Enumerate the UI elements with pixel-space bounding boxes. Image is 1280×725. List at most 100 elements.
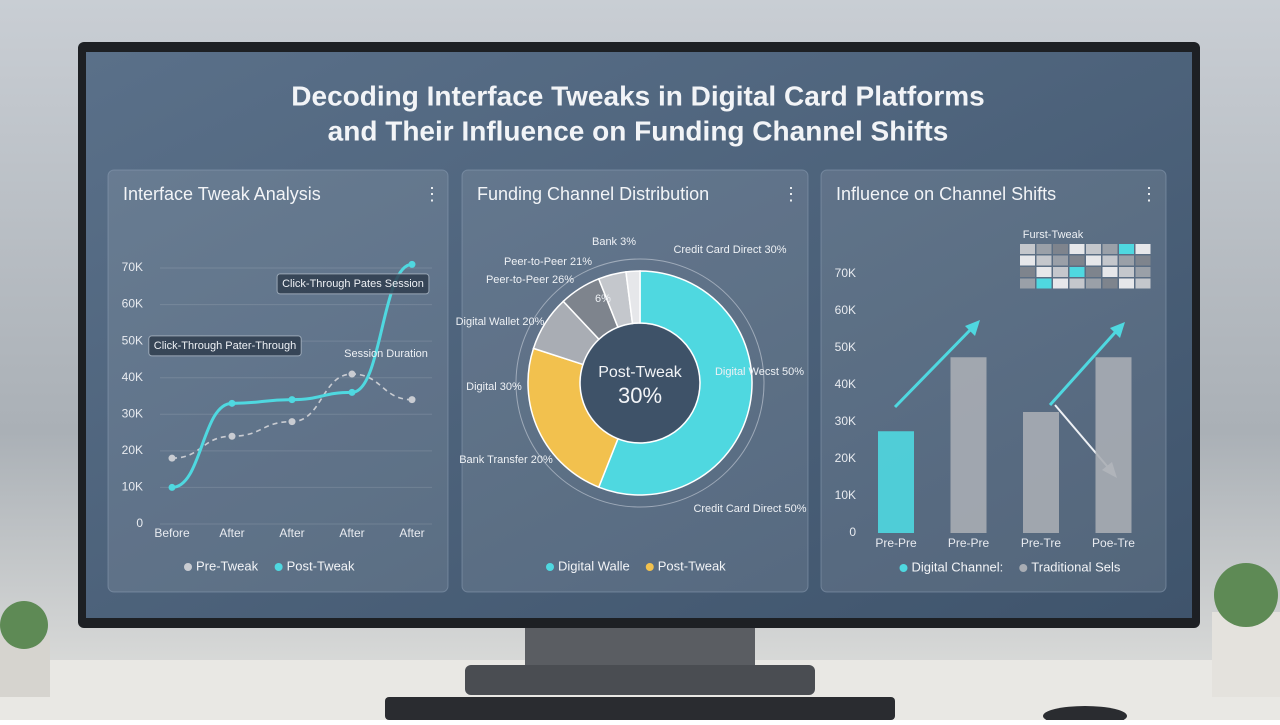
- legend-swatch: [1019, 564, 1028, 572]
- monitor-stand: [525, 625, 755, 670]
- slice-label: Peer-to-Peer 21%: [504, 256, 592, 268]
- y-tick-label: 0: [136, 516, 143, 530]
- x-tick-label: After: [399, 526, 424, 540]
- slice-label: Peer-to-Peer 26%: [486, 274, 574, 286]
- data-point: [348, 370, 356, 378]
- slice-label: Digital Wallet 20%: [456, 316, 545, 328]
- menu-icon[interactable]: ⋮: [782, 184, 800, 204]
- slice-label: 6%: [595, 293, 611, 305]
- y-tick-label: 20K: [835, 451, 856, 465]
- heatmap-cell: [1119, 267, 1134, 277]
- annotation-box: [276, 273, 430, 295]
- data-point: [288, 396, 296, 404]
- heatmap-cell: [1036, 278, 1052, 289]
- panel-title: Interface Tweak Analysis: [123, 184, 321, 204]
- donut-slice: [597, 270, 753, 496]
- heatmap-cell: [1086, 244, 1101, 254]
- menu-icon[interactable]: ⋮: [1140, 184, 1158, 204]
- heatmap-cell: [1135, 244, 1151, 254]
- heatmap-cell: [1069, 267, 1085, 277]
- legend-label: Digital Walle: [558, 558, 630, 573]
- x-tick-label: After: [279, 526, 304, 540]
- heatmap-cell: [1053, 278, 1068, 289]
- y-tick-label: 30K: [122, 406, 143, 420]
- x-tick-label: Pre-Pre: [875, 536, 917, 550]
- menu-icon[interactable]: ⋮: [423, 184, 441, 204]
- legend-label: Post-Tweak: [658, 558, 726, 573]
- keyboard: [385, 697, 895, 720]
- heatmap-cell: [1135, 255, 1151, 266]
- y-tick-label: 40K: [835, 377, 856, 391]
- panel-title: Funding Channel Distribution: [477, 184, 709, 204]
- heatmap-cell: [1119, 244, 1134, 254]
- heatmap-cell: [1053, 267, 1068, 277]
- heatmap-cell: [1069, 244, 1085, 254]
- y-tick-label: 70K: [835, 266, 856, 280]
- y-tick-label: 0: [849, 525, 856, 539]
- slice-label: Bank 3%: [592, 236, 636, 248]
- bar: [1095, 357, 1132, 533]
- annotation: Click-Through Pates Session: [282, 278, 424, 290]
- y-tick-label: 60K: [835, 303, 856, 317]
- heatmap-cell: [1102, 267, 1118, 277]
- x-tick-label: Pre-Tre: [1021, 536, 1062, 550]
- data-point: [408, 260, 416, 268]
- x-tick-label: Before: [154, 526, 190, 540]
- x-tick-label: Pre-Pre: [948, 536, 990, 550]
- heatmap-cell: [1036, 255, 1052, 266]
- annotation: Click-Through Pater-Through: [154, 340, 296, 352]
- donut-slice: [527, 347, 619, 489]
- heatmap-cell: [1020, 244, 1035, 254]
- monitor-base: [465, 665, 815, 695]
- plant: [1214, 563, 1278, 627]
- outer-ring: [515, 258, 765, 508]
- annotation-box: [148, 335, 302, 357]
- y-tick-label: 20K: [122, 443, 143, 457]
- legend-label: Post-Tweak: [287, 558, 355, 573]
- page-title: Decoding Interface Tweaks in Digital Car…: [291, 80, 984, 111]
- legend-swatch: [546, 563, 554, 571]
- y-tick-label: 50K: [835, 340, 856, 354]
- heatmap-cell: [1086, 267, 1101, 277]
- plant: [0, 601, 48, 649]
- legend-swatch: [184, 563, 192, 571]
- legend-swatch: [899, 564, 908, 572]
- y-tick-label: 10K: [122, 480, 143, 494]
- heatmap-cell: [1053, 255, 1068, 266]
- center-value: 30%: [618, 383, 662, 408]
- y-tick-label: 10K: [835, 488, 856, 502]
- bar: [878, 431, 914, 533]
- heatmap-cell: [1102, 244, 1118, 254]
- heatmap-cell: [1020, 267, 1035, 277]
- heatmap-cell: [1020, 255, 1035, 266]
- data-point: [228, 399, 236, 407]
- heatmap-cell: [1069, 255, 1085, 266]
- legend-label: Pre-Tweak: [196, 558, 259, 573]
- heatmap-cell: [1036, 244, 1052, 254]
- heatmap-cell: [1102, 255, 1118, 266]
- heatmap-cell: [1119, 278, 1134, 289]
- legend-swatch: [274, 563, 283, 571]
- donut-hole: [581, 324, 699, 442]
- data-point: [168, 454, 176, 462]
- data-point: [228, 432, 236, 440]
- heatmap-title: Furst-Tweak: [1023, 229, 1084, 241]
- heatmap-cell: [1069, 278, 1085, 289]
- donut-slice: [625, 270, 641, 325]
- heatmap-cell: [1053, 244, 1068, 254]
- data-point: [348, 388, 356, 396]
- slice-label: Credit Card Direct 30%: [673, 244, 786, 256]
- annotation: Session Duration: [344, 348, 428, 360]
- slice-label: Digital Wecst 50%: [715, 366, 804, 378]
- data-point: [288, 418, 296, 426]
- heatmap-cell: [1036, 267, 1052, 277]
- bar: [950, 357, 987, 533]
- heatmap-cell: [1119, 255, 1134, 266]
- panel-title: Influence on Channel Shifts: [836, 184, 1056, 204]
- data-point: [168, 483, 176, 491]
- x-tick-label: After: [219, 526, 244, 540]
- slice-label: Credit Card Direct 50%: [693, 503, 806, 515]
- y-tick-label: 40K: [122, 370, 143, 384]
